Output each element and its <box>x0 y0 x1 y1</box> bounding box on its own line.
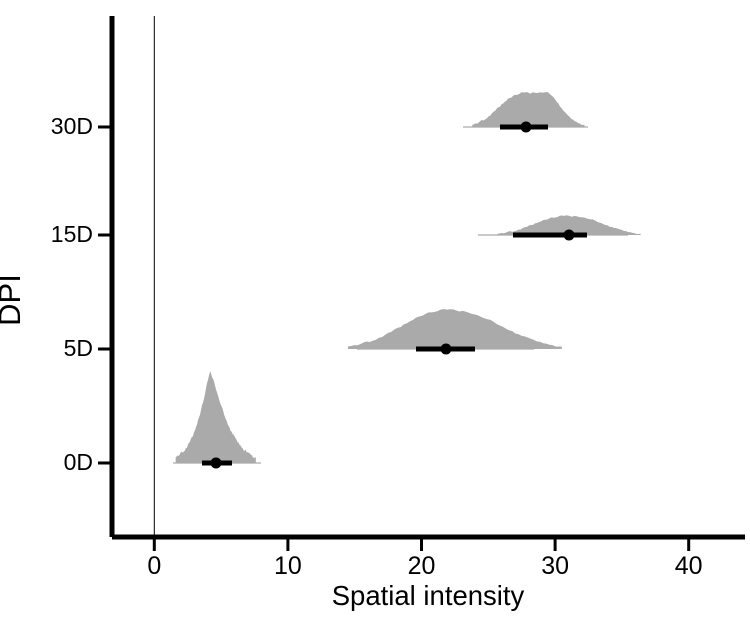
svg-text:20: 20 <box>408 552 436 580</box>
svg-text:30: 30 <box>541 552 569 580</box>
svg-text:15D: 15D <box>51 221 93 247</box>
svg-text:10: 10 <box>274 552 302 580</box>
svg-text:0: 0 <box>147 552 161 580</box>
svg-text:30D: 30D <box>51 113 93 139</box>
svg-text:5D: 5D <box>64 335 93 361</box>
svg-text:0D: 0D <box>64 449 93 475</box>
svg-text:Spatial intensity: Spatial intensity <box>332 580 525 611</box>
svg-text:40: 40 <box>675 552 703 580</box>
svg-text:DPI: DPI <box>0 274 27 326</box>
